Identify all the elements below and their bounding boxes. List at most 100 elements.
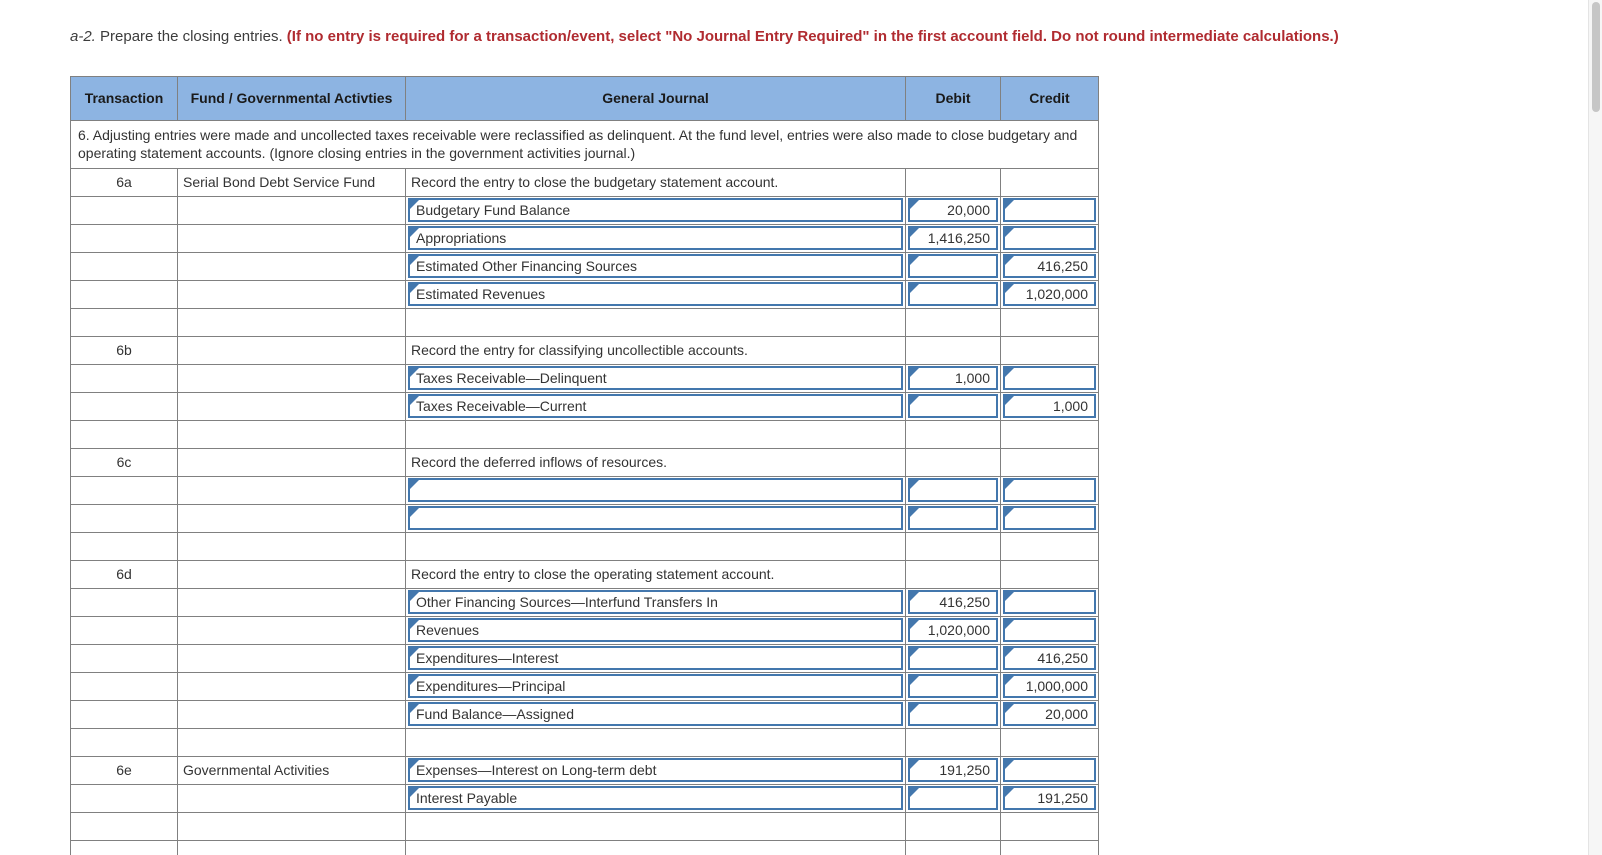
transaction-id-cell: 6b [70,335,178,365]
credit-amount-input[interactable]: 191,250 [1003,786,1096,811]
account-input[interactable]: Interest Payable [408,786,903,811]
credit-amount-input[interactable] [1003,590,1096,615]
cell-marker-icon [910,704,919,714]
credit-cell: 416,250 [1000,643,1099,673]
fund-cell [177,531,406,561]
credit-amount-input[interactable]: 416,250 [1003,646,1096,671]
cell-marker-icon [910,592,919,602]
col-header-fund: Fund / Governmental Activties [177,76,406,121]
credit-amount-input[interactable]: 1,000 [1003,394,1096,419]
credit-amount-input[interactable] [1003,506,1096,531]
credit-amount-input[interactable]: 1,020,000 [1003,282,1096,307]
debit-amount-input[interactable] [908,394,998,419]
transaction-id-cell [70,727,178,757]
table-row: Budgetary Fund Balance 20,000 [70,195,1099,225]
debit-amount-input[interactable]: 191,250 [908,758,998,783]
debit-amount-input[interactable]: 416,250 [908,590,998,615]
account-input[interactable]: Expenditures—Interest [408,646,903,671]
account-input[interactable]: Appropriations [408,226,903,251]
journal-cell: Record the deferred inflows of resources… [405,447,906,477]
scrollbar-thumb[interactable] [1592,2,1600,112]
debit-amount-input[interactable] [908,646,998,671]
debit-cell [905,811,1001,841]
account-name-text: Expenses—Interest on Long-term debt [416,762,657,779]
credit-amount-input[interactable] [1003,758,1096,783]
cell-marker-icon [410,788,419,798]
amount-text: 1,000 [954,370,990,387]
credit-amount-input[interactable] [1003,618,1096,643]
col-header-transaction: Transaction [70,76,178,121]
transaction-id-cell [70,363,178,393]
debit-amount-input[interactable] [908,702,998,727]
credit-amount-input[interactable]: 1,000,000 [1003,674,1096,699]
note-row: 6. Adjusting entries were made and uncol… [70,120,1099,169]
debit-cell [905,391,1001,421]
debit-amount-input[interactable] [908,254,998,279]
account-name-text: Appropriations [416,230,507,247]
table-row: Fund Balance—Assigned 20,000 [70,699,1099,729]
journal-cell: Estimated Revenues [405,279,906,309]
account-input[interactable] [408,478,903,503]
transaction-id-cell [70,391,178,421]
table-header: Transaction Fund / Governmental Activtie… [70,76,1099,121]
debit-cell [905,167,1001,197]
credit-amount-input[interactable] [1003,478,1096,503]
table-row: Taxes Receivable—Delinquent 1,000 [70,363,1099,393]
table-row: 6d Record the entry to close the operatin… [70,559,1099,589]
credit-amount-input[interactable] [1003,366,1096,391]
account-input[interactable]: Taxes Receivable—Current [408,394,903,419]
cell-marker-icon [410,200,419,210]
credit-cell [1000,811,1099,841]
table-row: Expenditures—Interest 416,250 [70,643,1099,673]
account-input[interactable]: Expenses—Interest on Long-term debt [408,758,903,783]
table-row [70,307,1099,337]
credit-amount-input[interactable]: 20,000 [1003,702,1096,727]
instruction-prefix: a-2. [70,28,96,45]
credit-amount-input[interactable] [1003,226,1096,251]
instruction-text: a-2. Prepare the closing entries. (If no… [70,28,1339,45]
debit-amount-input[interactable] [908,506,998,531]
cell-marker-icon [910,256,919,266]
fund-cell [177,811,406,841]
cell-marker-icon [1005,788,1014,798]
table-row [70,531,1099,561]
debit-amount-input[interactable]: 20,000 [908,198,998,223]
table-row: Other Financing Sources—Interfund Transf… [70,587,1099,617]
cell-marker-icon [410,368,419,378]
cell-marker-icon [1005,228,1014,238]
debit-amount-input[interactable]: 1,416,250 [908,226,998,251]
debit-amount-input[interactable] [908,478,998,503]
credit-amount-input[interactable]: 416,250 [1003,254,1096,279]
account-input[interactable]: Expenditures—Principal [408,674,903,699]
debit-amount-input[interactable]: 1,020,000 [908,618,998,643]
debit-amount-input[interactable] [908,674,998,699]
debit-amount-input[interactable] [908,786,998,811]
vertical-scrollbar[interactable] [1588,0,1602,855]
account-input[interactable] [408,506,903,531]
cell-marker-icon [910,508,919,518]
account-input[interactable]: Estimated Other Financing Sources [408,254,903,279]
debit-cell [905,559,1001,589]
credit-cell [1000,475,1099,505]
account-name-text: Interest Payable [416,790,518,807]
debit-cell: 1,416,250 [905,223,1001,253]
account-input[interactable]: Taxes Receivable—Delinquent [408,366,903,391]
account-input[interactable]: Other Financing Sources—Interfund Transf… [408,590,903,615]
journal-cell: Other Financing Sources—Interfund Transf… [405,587,906,617]
account-input[interactable]: Revenues [408,618,903,643]
debit-amount-input[interactable]: 1,000 [908,366,998,391]
cell-marker-icon [410,256,419,266]
journal-cell [405,839,906,855]
fund-cell [177,307,406,337]
table-row: Expenditures—Principal 1,000,000 [70,671,1099,701]
cell-marker-icon [910,760,919,770]
amount-text: 1,000 [1052,398,1088,415]
credit-amount-input[interactable] [1003,198,1096,223]
debit-cell [905,279,1001,309]
account-input[interactable]: Fund Balance—Assigned [408,702,903,727]
journal-cell: Expenditures—Principal [405,671,906,701]
debit-cell [905,727,1001,757]
account-input[interactable]: Budgetary Fund Balance [408,198,903,223]
debit-amount-input[interactable] [908,282,998,307]
account-input[interactable]: Estimated Revenues [408,282,903,307]
